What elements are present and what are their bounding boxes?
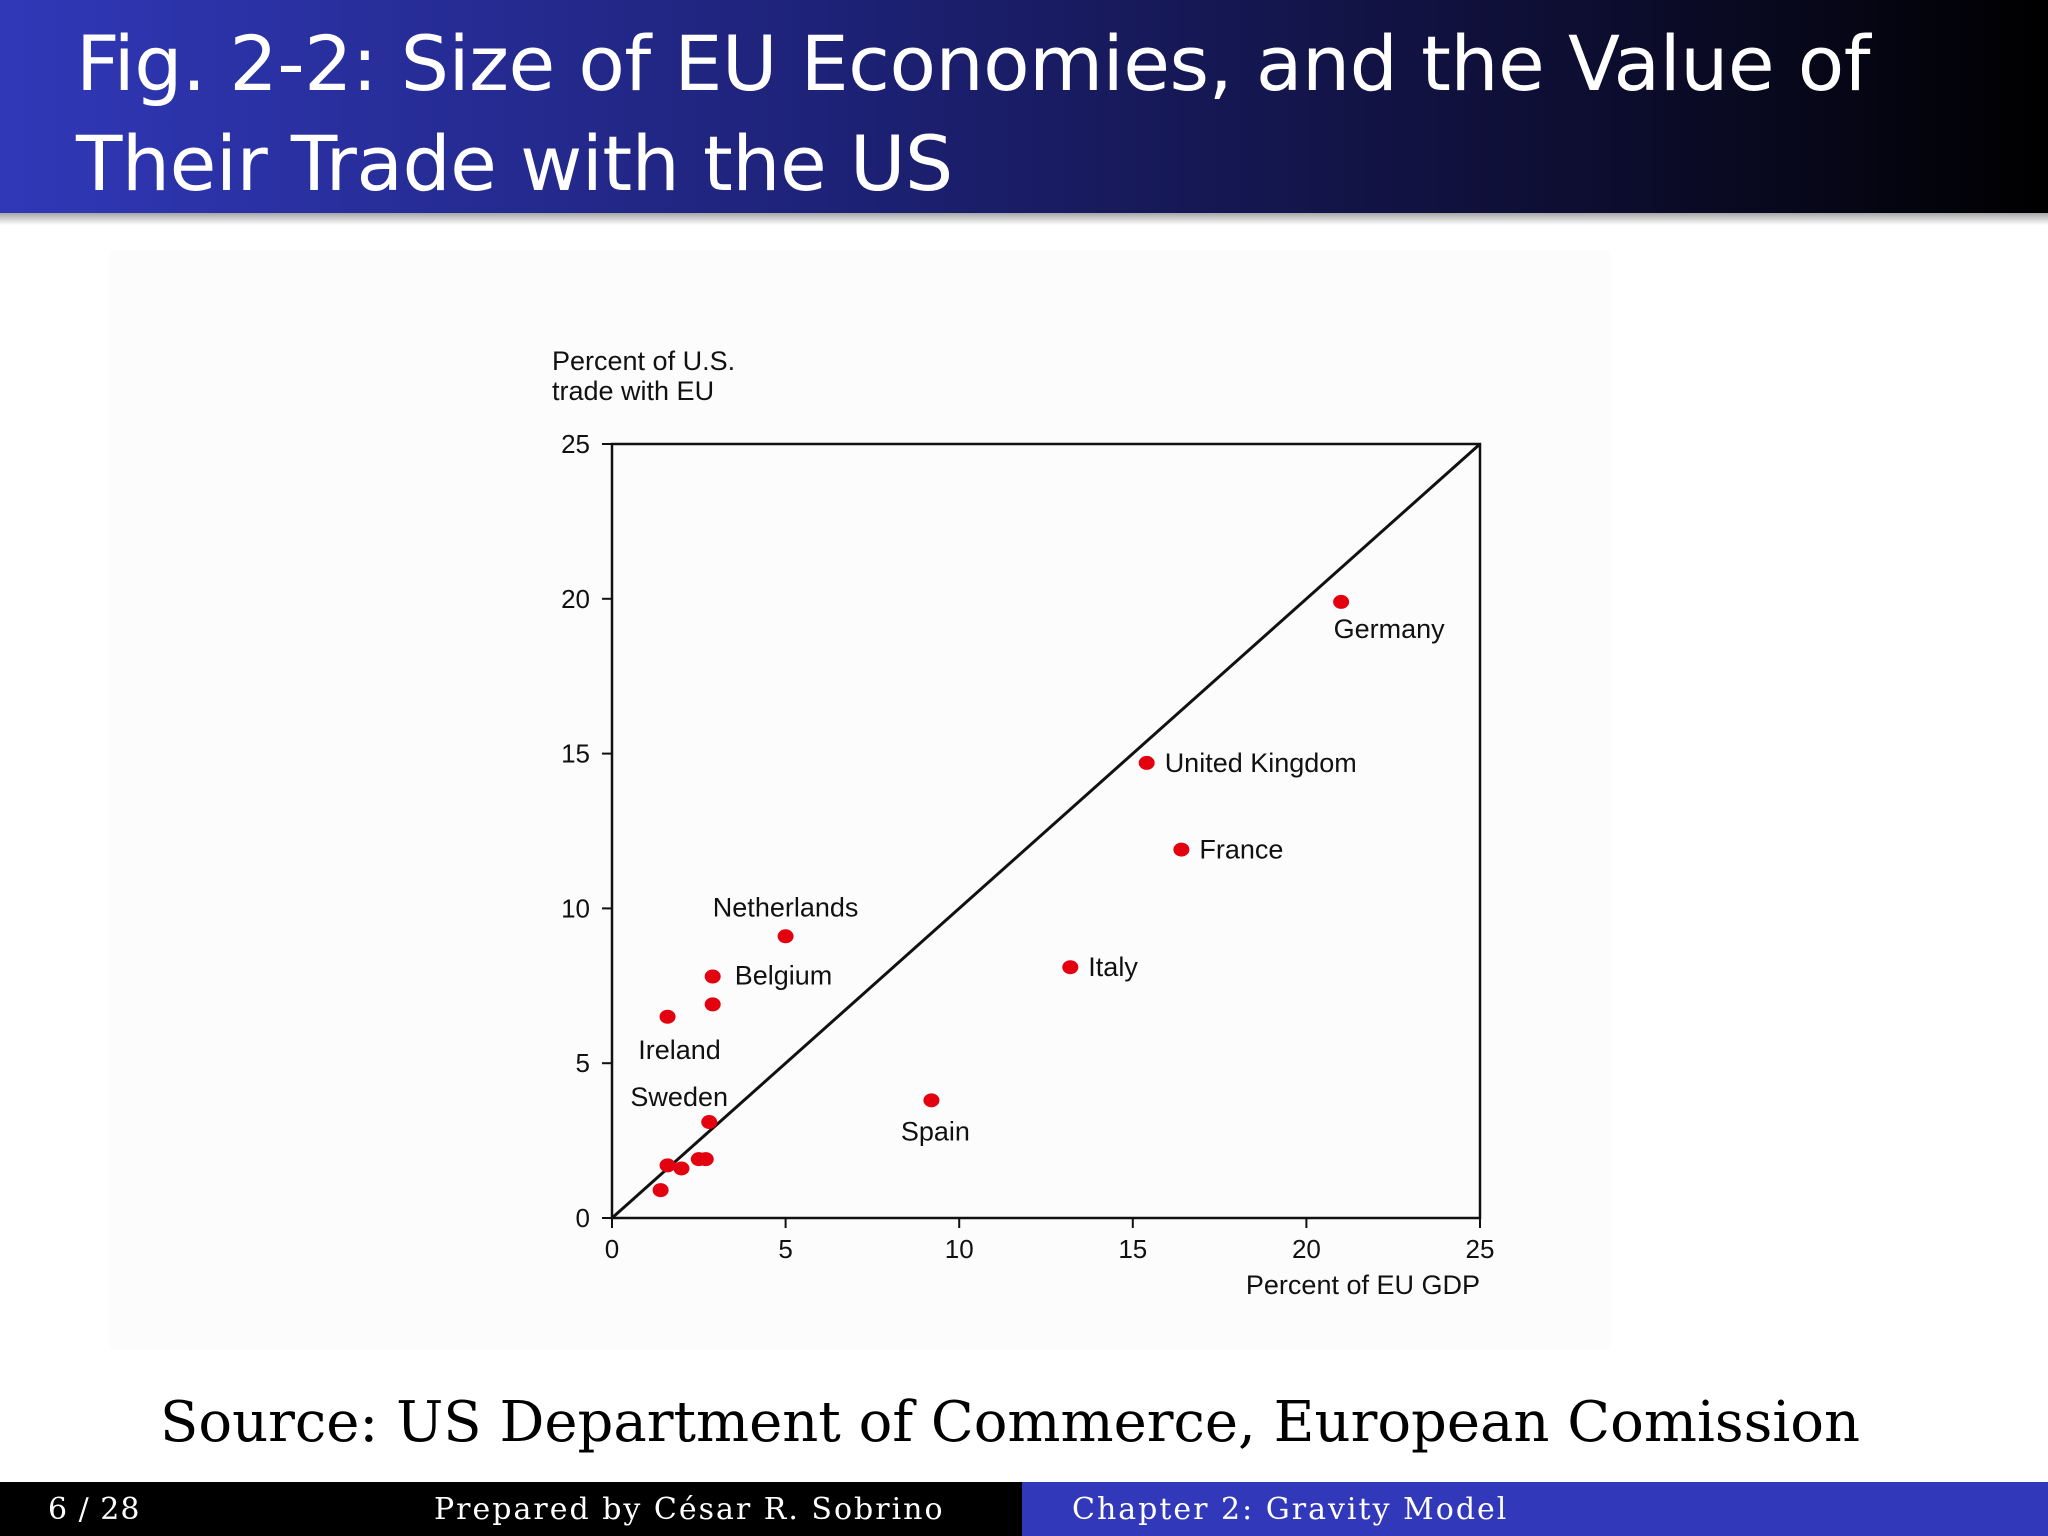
y-tick-label: 25 [561,429,590,459]
point-label: Ireland [638,1035,721,1065]
y-tick-label: 0 [576,1203,590,1233]
x-axis-label: Percent of EU GDP [1246,1270,1480,1300]
y-axis-label: Percent of U.S. [552,346,735,376]
scatter-chart: 0 5 10 15 20 25 0 5 10 15 20 25 Percent of EU GDP Per… [552,346,1495,1300]
footer-right: Chapter 2: Gravity Model [1022,1482,2048,1536]
y-tick-label: 10 [561,893,590,923]
source-note: Source: US Department of Commerce, Europ… [160,1390,1861,1455]
data-point [697,1152,714,1167]
point-label: Netherlands [713,892,859,922]
data-point [1173,842,1190,857]
data-point [1062,960,1079,975]
data-point [659,1158,676,1173]
data-point [652,1183,669,1198]
page-number[interactable]: 6 / 28 [48,1492,141,1527]
x-tick-label: 5 [778,1234,792,1264]
header-shadow [0,213,2048,225]
data-point [704,969,721,984]
slide-header: Fig. 2-2: Size of EU Economies, and the … [0,0,2048,213]
point-label: Sweden [630,1082,728,1112]
data-point [673,1161,690,1176]
reference-line [611,442,1481,1220]
footer-chapter: Chapter 2: Gravity Model [1072,1492,1509,1527]
x-tick-label: 10 [945,1234,974,1264]
point-label: France [1199,835,1283,865]
y-tick-label: 20 [561,584,590,614]
data-point [704,997,721,1012]
x-tick-label: 15 [1118,1234,1147,1264]
data-point [923,1093,940,1108]
point-label: Germany [1334,614,1446,644]
y-tick-label: 5 [576,1048,590,1078]
data-point [777,929,794,944]
x-tick-label: 25 [1466,1234,1495,1264]
footer-left: 6 / 28 Prepared by César R. Sobrino [0,1482,1022,1536]
point-label: Belgium [735,961,833,991]
data-point [1138,755,1155,770]
point-label: United Kingdom [1165,748,1357,778]
footer-bar: 6 / 28 Prepared by César R. Sobrino Chap… [0,1482,2048,1536]
point-label: Italy [1088,952,1138,982]
slide-title: Fig. 2-2: Size of EU Economies, and the … [76,19,1871,208]
y-tick-label: 15 [561,739,590,769]
data-point [701,1115,718,1130]
plot-frame [610,442,1482,1220]
x-tick-label: 20 [1292,1234,1321,1264]
point-label: Spain [901,1116,970,1146]
footer-author: Prepared by César R. Sobrino [434,1492,945,1527]
data-point [1333,594,1350,609]
chart-area: 0 5 10 15 20 25 0 5 10 15 20 25 Percent of EU GDP Per… [110,250,1610,1350]
y-axis-label: trade with EU [552,376,714,406]
data-point [659,1009,676,1024]
x-tick-label: 0 [605,1234,619,1264]
